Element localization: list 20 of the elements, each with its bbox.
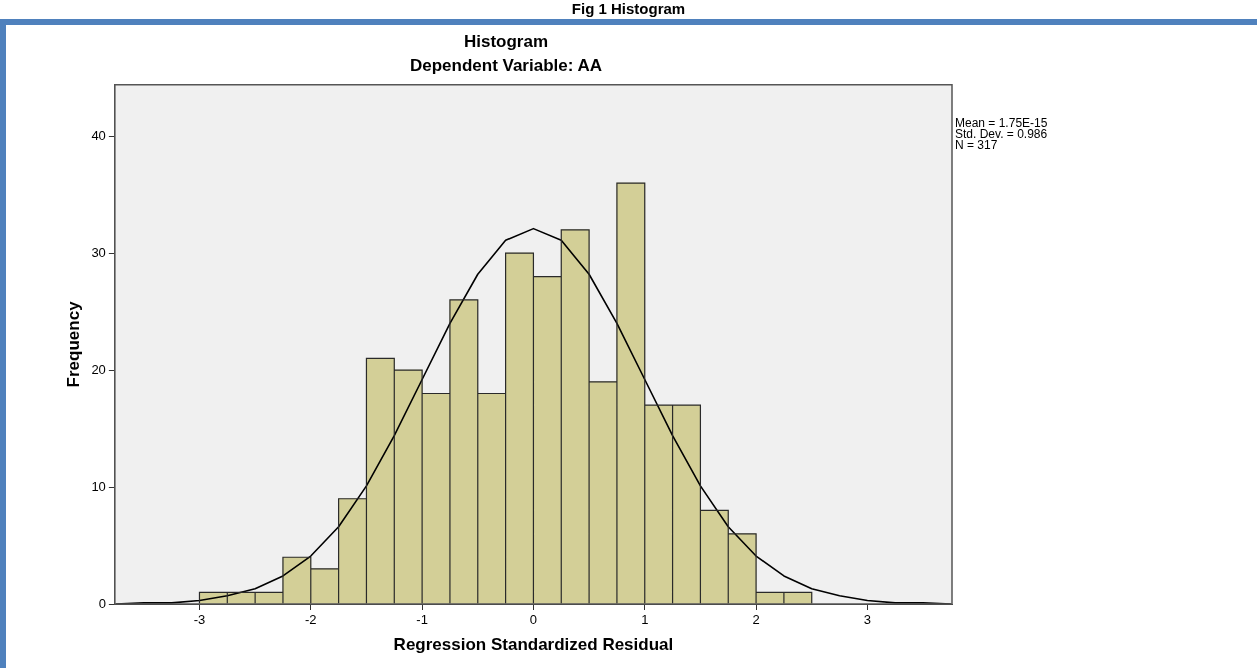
x-tick-label: 1 <box>641 612 649 628</box>
x-tick-label: 0 <box>529 612 538 628</box>
caption: Fig 1 Histogram <box>570 0 687 17</box>
x-tick-label: -1 <box>416 612 428 628</box>
x-tick-label: 3 <box>863 612 872 628</box>
text: N = 317 <box>955 138 999 152</box>
x-tick-label: -3 <box>193 612 206 628</box>
x-axis-title: Regression Standardized Residual <box>393 635 674 655</box>
y-tick-label: 40 <box>91 127 106 143</box>
x-tick-label: -2 <box>305 612 317 628</box>
x-tick-label: 2 <box>752 612 760 628</box>
y-tick-label: 30 <box>91 244 106 260</box>
text: Std. Dev. = 0.986 <box>955 127 1048 141</box>
y-tick-label: 10 <box>91 478 106 494</box>
y-axis-title: Frequency <box>63 300 83 388</box>
chart-title: Histogram <box>463 31 549 51</box>
y-tick-label: 0 <box>98 595 106 611</box>
y-tick-label: 20 <box>91 361 106 377</box>
text: Mean = 1.75E-15 <box>955 116 1048 130</box>
chart-subtitle: Dependent Variable: AA <box>409 56 603 76</box>
